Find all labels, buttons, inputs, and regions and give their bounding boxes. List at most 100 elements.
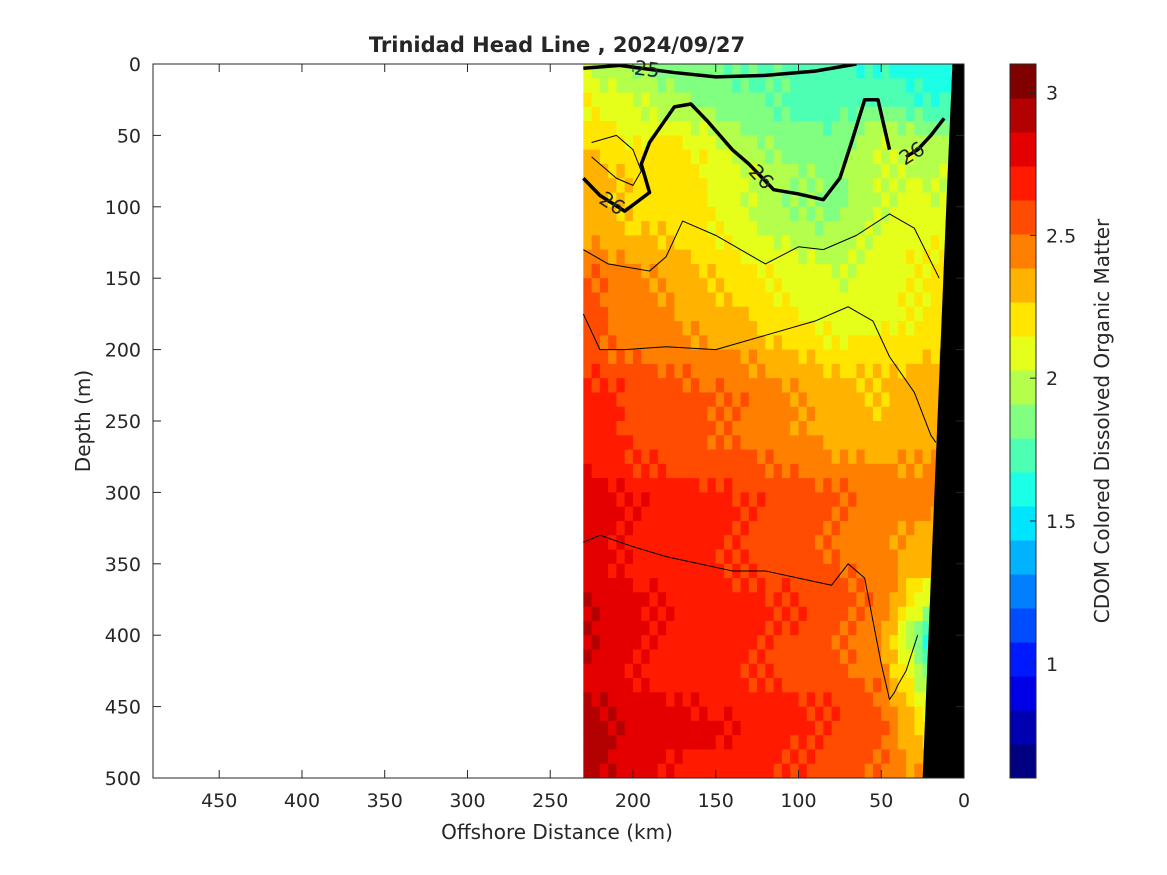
heatmap-cell: [682, 221, 692, 236]
heatmap-cell: [740, 363, 750, 379]
heatmap-cell: [732, 221, 742, 236]
heatmap-cell: [790, 121, 800, 136]
heatmap-cell: [591, 563, 601, 579]
heatmap-cell: [790, 221, 800, 236]
heatmap-cell: [864, 492, 874, 508]
heatmap-cell: [599, 149, 609, 165]
heatmap-cell: [690, 121, 700, 136]
heatmap-cell: [839, 206, 849, 222]
heatmap-cell: [707, 549, 717, 565]
heatmap-cell: [806, 278, 816, 294]
heatmap-cell: [757, 492, 766, 508]
heatmap-cell: [831, 363, 841, 379]
heatmap-cell: [641, 306, 651, 322]
heatmap-cell: [591, 606, 601, 622]
heatmap-cell: [773, 563, 783, 579]
heatmap-cell: [682, 463, 692, 479]
heatmap-cell: [732, 635, 742, 651]
heatmap-cell: [790, 235, 800, 251]
heatmap-cell: [715, 235, 725, 251]
heatmap-cell: [806, 406, 816, 422]
colorbar-swatch: [1010, 370, 1036, 405]
heatmap-cell: [765, 221, 775, 236]
heatmap-cell: [715, 435, 725, 451]
heatmap-cell: [773, 620, 783, 636]
heatmap-cell: [939, 192, 949, 208]
heatmap-cell: [740, 578, 750, 593]
heatmap-cell: [624, 335, 634, 351]
heatmap-cell: [889, 378, 899, 394]
heatmap-cell: [815, 563, 824, 579]
heatmap-cell: [914, 421, 924, 436]
heatmap-cell: [649, 635, 659, 651]
heatmap-cell: [724, 663, 733, 679]
heatmap-cell: [583, 749, 593, 765]
heatmap-cell: [649, 692, 659, 708]
heatmap-cell: [591, 64, 601, 79]
heatmap-cell: [699, 606, 709, 622]
heatmap-cell: [823, 149, 833, 165]
heatmap-cell: [591, 363, 601, 379]
heatmap-cell: [599, 392, 609, 408]
heatmap-cell: [815, 649, 824, 665]
heatmap-cell: [666, 649, 675, 665]
heatmap-cell: [583, 349, 593, 365]
heatmap-cell: [583, 506, 593, 522]
heatmap-cell: [831, 449, 841, 465]
heatmap-cell: [748, 535, 758, 551]
heatmap-cell: [732, 178, 742, 194]
heatmap-cell: [624, 349, 634, 365]
heatmap-cell: [815, 135, 824, 151]
heatmap-cell: [690, 435, 700, 451]
heatmap-cell: [624, 649, 634, 665]
heatmap-cell: [773, 335, 783, 351]
heatmap-cell: [806, 421, 816, 436]
heatmap-cell: [773, 278, 783, 294]
heatmap-cell: [831, 78, 841, 94]
heatmap-cell: [583, 763, 593, 778]
heatmap-cell: [740, 706, 750, 722]
heatmap-cell: [732, 149, 742, 165]
heatmap-cell: [591, 92, 601, 108]
heatmap-cell: [657, 278, 667, 294]
heatmap-cell: [707, 378, 717, 394]
heatmap-cell: [897, 463, 907, 479]
heatmap-cell: [641, 678, 651, 693]
heatmap-cell: [922, 506, 932, 522]
heatmap-cell: [831, 620, 841, 636]
heatmap-cell: [649, 163, 659, 179]
heatmap-cell: [657, 335, 667, 351]
heatmap-cell: [765, 649, 775, 665]
heatmap-cell: [616, 92, 626, 108]
heatmap-cell: [599, 378, 609, 394]
heatmap-cell: [608, 578, 618, 593]
heatmap-cell: [889, 392, 899, 408]
heatmap-cell: [740, 606, 750, 622]
heatmap-cell: [839, 421, 849, 436]
heatmap-cell: [616, 720, 626, 736]
heatmap-cell: [641, 64, 651, 79]
heatmap-cell: [831, 292, 841, 308]
colorbar: [1010, 64, 1036, 779]
heatmap-cell: [682, 292, 692, 308]
heatmap-cell: [591, 163, 601, 179]
heatmap-cell: [765, 421, 775, 436]
heatmap-cell: [699, 535, 709, 551]
heatmap-cell: [740, 720, 750, 736]
heatmap-cell: [715, 635, 725, 651]
heatmap-cell: [740, 278, 750, 294]
heatmap-cell: [889, 106, 899, 122]
heatmap-cell: [641, 449, 651, 465]
heatmap-cell: [881, 321, 891, 336]
heatmap-cell: [831, 506, 841, 522]
heatmap-cell: [897, 692, 907, 708]
heatmap-cell: [864, 249, 874, 265]
heatmap-cell: [798, 692, 808, 708]
heatmap-cell: [583, 492, 593, 508]
heatmap-cell: [715, 106, 725, 122]
heatmap-cell: [707, 192, 717, 208]
heatmap-cell: [699, 649, 709, 665]
heatmap-cell: [856, 192, 866, 208]
heatmap-cell: [657, 163, 667, 179]
heatmap-cell: [707, 635, 717, 651]
